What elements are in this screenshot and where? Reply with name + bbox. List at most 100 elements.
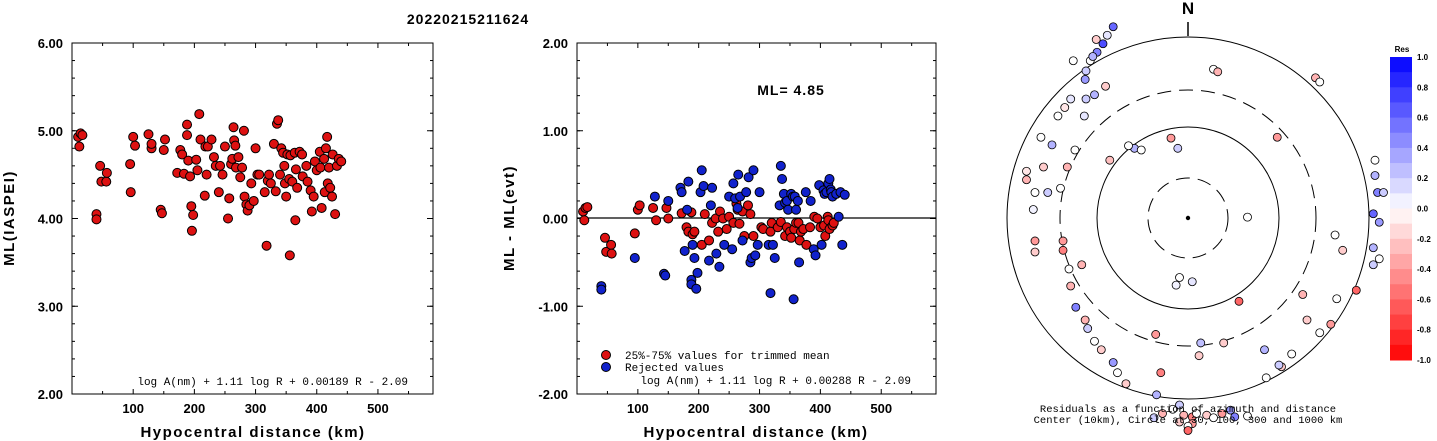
residual-point bbox=[1056, 183, 1065, 193]
data-point bbox=[91, 214, 102, 225]
data-point bbox=[199, 190, 210, 201]
data-point bbox=[268, 138, 279, 149]
data-point bbox=[579, 215, 590, 226]
residual-point bbox=[1124, 141, 1133, 151]
residual-point bbox=[1062, 162, 1072, 172]
residual-point bbox=[1098, 39, 1108, 49]
data-point bbox=[323, 162, 334, 173]
data-point bbox=[325, 182, 336, 193]
data-point bbox=[101, 176, 112, 187]
data-point bbox=[336, 156, 347, 167]
data-point bbox=[582, 202, 593, 213]
data-point bbox=[186, 201, 197, 212]
data-point bbox=[261, 240, 272, 251]
caption-line-2: Center (10km), Circle at 30, 100, 300 an… bbox=[1034, 415, 1343, 427]
residual-point bbox=[1090, 90, 1099, 100]
residual-point bbox=[1243, 212, 1252, 222]
data-point bbox=[816, 239, 827, 250]
data-point bbox=[691, 283, 702, 294]
data-point bbox=[676, 187, 687, 198]
data-point bbox=[696, 165, 707, 176]
data-point bbox=[679, 245, 690, 256]
residual-point bbox=[1330, 230, 1340, 240]
residual-point bbox=[1243, 411, 1252, 421]
ml-vs-distance-chart: 100 200 300 400 500 2.00 3.00 4.00 5.00 6.00 Hypo… bbox=[1, 36, 434, 441]
data-point bbox=[728, 178, 739, 189]
data-point bbox=[201, 169, 212, 180]
legend-label-trimmed: 25%-75% values for trimmed mean bbox=[625, 351, 830, 363]
colorbar-cell bbox=[1390, 329, 1412, 346]
data-point bbox=[745, 209, 756, 220]
colorbar-cell bbox=[1390, 117, 1412, 134]
colorbar-cell bbox=[1390, 253, 1412, 270]
data-point bbox=[125, 187, 136, 198]
residual-point bbox=[1175, 417, 1184, 427]
data-points bbox=[578, 160, 850, 305]
data-point bbox=[158, 145, 169, 156]
residual-point bbox=[1370, 155, 1380, 165]
y-axis-label: ML - ML(evt) bbox=[501, 165, 518, 271]
residual-point bbox=[1108, 358, 1118, 367]
colorbar-cell bbox=[1390, 223, 1412, 240]
data-point bbox=[699, 209, 710, 220]
data-point bbox=[743, 172, 754, 183]
residual-point bbox=[1083, 324, 1093, 333]
residual-point bbox=[1156, 368, 1166, 378]
colorbar-ticks: 1.0 0.8 0.6 0.4 0.2 0.0 -0.2 -0.4 -0.6 -0.8 -1.0 bbox=[1417, 53, 1431, 365]
colorbar-cell bbox=[1390, 208, 1412, 225]
residual-point bbox=[1374, 217, 1384, 227]
residual-point bbox=[1234, 296, 1244, 306]
data-point bbox=[322, 131, 333, 142]
legend-label-rejected: Rejected values bbox=[625, 363, 724, 375]
colorbar-cell bbox=[1390, 72, 1412, 88]
data-point bbox=[146, 138, 157, 149]
data-point bbox=[290, 215, 301, 226]
residual-point bbox=[1274, 360, 1284, 370]
axis-ticks: 100 200 300 400 500 -2.00 -1.00 0.00 1.00 2.00 bbox=[538, 36, 936, 416]
data-point bbox=[713, 226, 724, 237]
data-point bbox=[788, 294, 799, 305]
data-point bbox=[128, 131, 139, 142]
data-point bbox=[233, 152, 244, 163]
data-point bbox=[698, 181, 709, 192]
data-point bbox=[238, 125, 249, 136]
ml-annotation: ML= 4.85 bbox=[757, 82, 825, 98]
colorbar-cell bbox=[1390, 238, 1412, 255]
data-point bbox=[195, 134, 206, 145]
formula-text: log A(nm) + 1.11 log R + 0.00189 R - 2.0… bbox=[137, 377, 408, 389]
data-point bbox=[596, 284, 607, 295]
colorbar-cells bbox=[1390, 57, 1412, 361]
residual-point bbox=[1192, 409, 1201, 418]
data-point bbox=[279, 160, 290, 171]
residual-point bbox=[1287, 349, 1297, 359]
residual-point bbox=[1194, 351, 1204, 361]
residual-point bbox=[1060, 103, 1070, 112]
residual-point bbox=[1068, 56, 1078, 66]
data-point bbox=[629, 228, 640, 239]
data-point bbox=[692, 267, 703, 278]
data-point bbox=[219, 141, 230, 152]
y-tick-label: -2.00 bbox=[538, 387, 568, 402]
data-point bbox=[308, 191, 319, 202]
data-point bbox=[301, 160, 312, 171]
residual-point bbox=[1022, 166, 1031, 176]
residual-point bbox=[1079, 111, 1089, 121]
y-axis-label: ML(IASPEI) bbox=[1, 170, 18, 266]
colorbar-cell bbox=[1390, 132, 1412, 149]
formula-text: log A(nm) + 1.11 log R + 0.00288 R - 2.0… bbox=[640, 376, 911, 388]
data-point bbox=[748, 231, 759, 242]
data-point bbox=[281, 191, 292, 202]
data-point bbox=[629, 252, 640, 263]
data-point bbox=[224, 193, 235, 204]
data-point bbox=[777, 174, 788, 185]
data-point bbox=[801, 239, 812, 250]
data-point bbox=[805, 222, 816, 233]
residual-vs-distance-chart: 100 200 300 400 500 -2.00 -1.00 0.00 1.00 2.00 Hy… bbox=[501, 36, 937, 441]
data-point bbox=[769, 252, 780, 263]
data-point bbox=[719, 239, 730, 250]
colorbar-tick-label: 0.8 bbox=[1417, 83, 1429, 92]
data-point bbox=[319, 153, 330, 164]
x-axis-label: Hypocentral distance (km) bbox=[643, 424, 868, 441]
data-point bbox=[742, 200, 753, 211]
residual-point bbox=[1080, 315, 1090, 325]
